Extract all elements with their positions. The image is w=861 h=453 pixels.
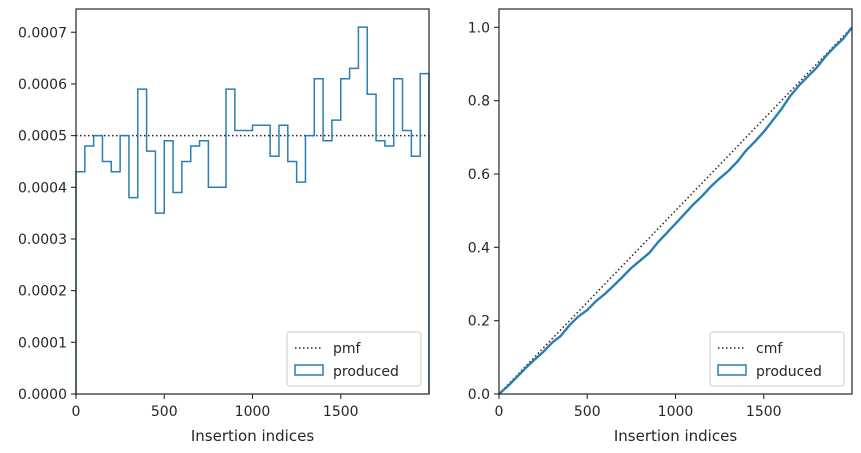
- produced-histogram-step: [75, 26, 430, 394]
- pmf-legend-box: [286, 331, 422, 387]
- pmf-x-tick-label: 500: [151, 404, 178, 420]
- pmf-x-tick-label: 1000: [235, 404, 271, 420]
- cmf-x-axis: 0 500 1000 1500: [495, 394, 782, 420]
- cmf-y-tick-label: 1.0: [468, 20, 490, 36]
- pmf-y-tick-label: 0.0005: [18, 129, 67, 145]
- cmf-plot-area: [498, 26, 853, 395]
- cmf-legend-reference-label: cmf: [756, 341, 783, 357]
- pmf-y-tick-label: 0.0002: [18, 284, 67, 300]
- pmf-legend-produced-label: produced: [333, 364, 399, 380]
- pmf-legend-produced-swatch: [294, 364, 324, 376]
- cmf-legend-produced-swatch: [717, 364, 747, 376]
- cmf-y-tick-label: 0.4: [468, 240, 490, 256]
- cmf-y-tick-label: 0.0: [468, 387, 490, 403]
- cmf-x-tick-label: 1000: [658, 404, 694, 420]
- cmf-y-axis: 0.0 0.2 0.4 0.6 0.8 1.0: [468, 20, 499, 403]
- cmf-x-tick-label: 500: [574, 404, 601, 420]
- pmf-plot-area: [75, 26, 430, 394]
- pmf-y-tick-label: 0.0004: [18, 180, 67, 196]
- cmf-reference-line: [498, 26, 853, 395]
- pmf-legend-reference-label: pmf: [333, 341, 362, 357]
- cmf-y-tick-label: 0.6: [468, 167, 490, 183]
- cmf-y-tick-label: 0.8: [468, 94, 490, 110]
- pmf-x-axis-label: Insertion indices: [191, 427, 314, 445]
- pmf-y-tick-label: 0.0003: [18, 232, 67, 248]
- cmf-legend-produced-label: produced: [756, 364, 822, 380]
- produced-cumulative-line: [498, 26, 853, 395]
- cmf-x-tick-label: 0: [495, 404, 504, 420]
- pmf-y-tick-label: 0.0001: [18, 335, 67, 351]
- pmf-x-axis: 0 500 1000 1500: [72, 394, 359, 420]
- cmf-cumulative-panel: 0.0 0.2 0.4 0.6 0.8 1.0 0 500 1000 1500 Insertio…: [468, 8, 853, 445]
- cmf-legend: cmf produced: [709, 331, 845, 387]
- pmf-histogram-panel: 0.0000 0.0001 0.0002 0.0003 0.0004 0.0005 0.00…: [18, 8, 430, 445]
- pmf-y-axis: 0.0000 0.0001 0.0002 0.0003 0.0004 0.0005 0.00…: [18, 25, 76, 403]
- cmf-y-tick-label: 0.2: [468, 314, 490, 330]
- cmf-legend-box: [709, 331, 845, 387]
- cmf-x-axis-label: Insertion indices: [614, 427, 737, 445]
- pmf-x-tick-label: 0: [72, 404, 81, 420]
- pmf-legend: pmf produced: [286, 331, 422, 387]
- cmf-x-tick-label: 1500: [746, 404, 782, 420]
- pmf-y-tick-label: 0.0007: [18, 25, 67, 41]
- pmf-y-tick-label: 0.0006: [18, 77, 67, 93]
- pmf-y-tick-label: 0.0000: [18, 387, 67, 403]
- pmf-x-tick-label: 1500: [323, 404, 359, 420]
